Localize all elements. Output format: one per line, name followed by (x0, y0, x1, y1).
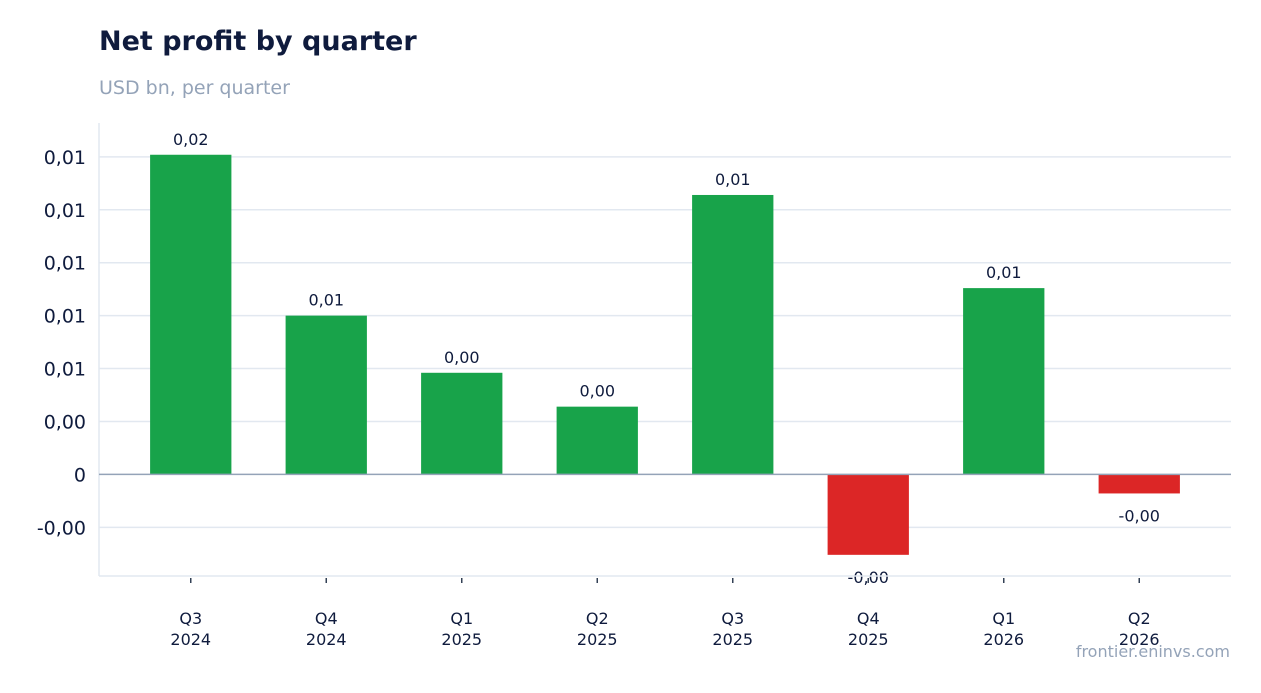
x-tick-label: Q3 (179, 609, 202, 628)
x-tick-label: 2024 (170, 630, 211, 649)
grid-layer (99, 156, 1231, 529)
x-tick-label: Q1 (992, 609, 1015, 628)
bar (556, 406, 638, 475)
chart-subtitle: USD bn, per quarter (99, 77, 290, 99)
x-tick-label: Q4 (315, 609, 338, 628)
y-tick-label: 0 (74, 464, 86, 486)
x-tick-label: 2025 (712, 630, 753, 649)
x-tick-label: 2026 (1119, 630, 1160, 649)
axis-layer: -0,00 0 0,00 0,01 0,01 0,01 0,01 0,01 Q3 2024 Q4 20… (37, 123, 1231, 649)
y-tick-label: 0,01 (44, 200, 86, 222)
bar (1098, 474, 1180, 494)
y-tick-label: 0,01 (44, 306, 86, 328)
data-label: 0,02 (173, 130, 209, 149)
bar (963, 288, 1045, 475)
x-tick-label: 2025 (848, 630, 889, 649)
x-tick-label: 2025 (577, 630, 618, 649)
x-tick-label: Q3 (721, 609, 744, 628)
chart-title: Net profit by quarter (99, 26, 417, 57)
label-layer: 0,02 0,01 0,00 0,00 0,01 -0,00 0,01 -0,00 (173, 130, 1160, 587)
y-tick-label: 0,00 (44, 411, 86, 433)
bar (150, 154, 232, 475)
bar (285, 315, 367, 475)
x-tick-label: 2026 (983, 630, 1024, 649)
data-label: 0,00 (579, 382, 615, 401)
x-tick-label: 2024 (306, 630, 347, 649)
x-tick-label: Q4 (857, 609, 880, 628)
data-label: 0,01 (715, 170, 751, 189)
x-tick-label: Q2 (586, 609, 609, 628)
y-tick-label: 0,01 (44, 253, 86, 275)
x-tick-label: Q2 (1128, 609, 1151, 628)
y-tick-label: -0,00 (37, 517, 86, 539)
bar (421, 372, 503, 475)
bar (692, 194, 774, 475)
source-watermark: frontier.eninvs.com (1075, 642, 1230, 661)
y-tick-label: 0,01 (44, 359, 86, 381)
data-label: 0,01 (986, 263, 1022, 282)
data-label: -0,00 (848, 568, 889, 587)
data-label: 0,01 (308, 291, 344, 310)
x-tick-label: Q1 (450, 609, 473, 628)
x-tick-label: 2025 (441, 630, 482, 649)
data-label: 0,00 (444, 348, 480, 367)
data-label: -0,00 (1119, 506, 1160, 525)
bar (827, 474, 909, 555)
bar-layer (150, 154, 1180, 555)
y-tick-label: 0,01 (44, 147, 86, 169)
